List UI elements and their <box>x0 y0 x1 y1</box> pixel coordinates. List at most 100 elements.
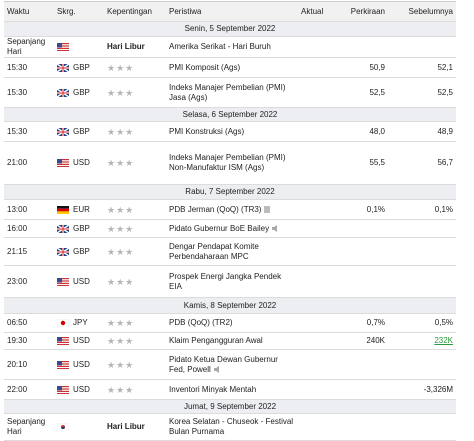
forecast-text: 50,9 <box>369 62 386 72</box>
actual <box>298 237 337 266</box>
importance: Hari Libur <box>104 36 167 58</box>
forecast: 0,7% <box>336 313 389 333</box>
importance-stars: ★★★ <box>104 332 167 350</box>
importance-stars: ★★★ <box>104 199 167 220</box>
time-text: 20:10 <box>7 359 28 369</box>
time: 06:50 <box>4 313 54 333</box>
actual <box>298 313 337 333</box>
previous <box>388 265 457 298</box>
forecast <box>336 349 389 380</box>
date: Selasa, 6 September 2022 <box>4 107 457 122</box>
event: Indeks Manajer Pembelian (PMI) Jasa (Ags… <box>166 77 299 108</box>
currency: USD <box>70 332 105 350</box>
event: Klaim Pengangguran Awal <box>166 332 299 350</box>
event-row: 21:00 USD ★★★ Indeks Manajer Pembelian (PMI… <box>4 141 457 185</box>
currency-text: USD <box>73 384 90 394</box>
importance-stars: ★★★ <box>104 349 167 380</box>
event-row: 15:30 GBP ★★★ Indeks Manajer Pembelian (PMI… <box>4 77 457 108</box>
previous: 48,9 <box>388 121 457 142</box>
currency: EUR <box>70 199 105 220</box>
importance-stars: ★★★ <box>104 141 167 185</box>
actual <box>298 379 337 400</box>
currency-text: GBP <box>73 223 90 233</box>
currency <box>70 413 105 441</box>
flag <box>54 265 70 298</box>
actual <box>298 141 337 185</box>
currency: JPY <box>70 313 105 333</box>
event: Inventori Minyak Mentah <box>166 379 299 400</box>
date: Kamis, 8 September 2022 <box>4 297 457 314</box>
time: 21:15 <box>4 237 54 266</box>
column-header: Perkiraan <box>336 1 389 22</box>
column-header: Aktual <box>298 1 337 22</box>
time: 15:30 <box>4 121 54 142</box>
date: Rabu, 7 September 2022 <box>4 184 457 200</box>
event: PDB (QoQ) (TR2) <box>166 313 299 333</box>
time: 13:00 <box>4 199 54 220</box>
forecast <box>336 413 389 441</box>
forecast <box>336 36 389 58</box>
forecast: 0,1% <box>336 199 389 220</box>
event: PMI Komposit (Ags) <box>166 57 299 78</box>
table-body: Senin, 5 September 2022 Sepanjang Hari Har… <box>4 21 457 441</box>
previous: 0,1% <box>388 199 457 220</box>
time-text: 15:30 <box>7 126 28 136</box>
date: Senin, 5 September 2022 <box>4 21 457 37</box>
currency-text: USD <box>73 359 90 369</box>
forecast-text: 0,1% <box>366 204 386 214</box>
event-row: 21:15 GBP ★★★ Dengar Pendapat Komite Perben… <box>4 237 457 266</box>
event-row: 13:00 EUR ★★★ PDB Jerman (QoQ) (TR3) 0,1% 0,1… <box>4 199 457 220</box>
previous-text: 232K <box>434 336 454 345</box>
time-text: 16:00 <box>7 223 28 233</box>
event-text: Korea Selatan - Chuseok - Festival Bulan… <box>169 417 294 436</box>
event: Pidato Gubernur BoE Bailey <box>166 219 299 238</box>
currency: GBP <box>70 57 105 78</box>
previous-text: 0,1% <box>434 204 454 214</box>
forecast-text: 52,5 <box>369 87 386 97</box>
event-row: 15:30 GBP ★★★ PMI Konstruksi (Ags) 48,0 48,9 <box>4 121 457 142</box>
time-text: Sepanjang Hari <box>7 417 46 436</box>
column-header: Sebelumnya <box>388 1 457 22</box>
forecast <box>336 219 389 238</box>
time-text: 23:00 <box>7 276 28 286</box>
flag <box>54 199 70 220</box>
forecast-text: 48,0 <box>369 126 386 136</box>
forecast: 52,5 <box>336 77 389 108</box>
event-row: Sepanjang Hari Hari Libur Amerika Serikat … <box>4 36 457 58</box>
event: Amerika Serikat - Hari Buruh <box>166 36 299 58</box>
currency: USD <box>70 265 105 298</box>
time-text: Sepanjang Hari <box>7 37 46 56</box>
importance-text: Hari Libur <box>107 42 145 51</box>
forecast <box>336 237 389 266</box>
event: PMI Konstruksi (Ags) <box>166 121 299 142</box>
currency-text: USD <box>73 276 90 286</box>
actual <box>298 349 337 380</box>
time: Sepanjang Hari <box>4 413 54 441</box>
flag <box>54 413 70 441</box>
event-row: 16:00 GBP ★★★ Pidato Gubernur BoE Bailey <box>4 219 457 238</box>
currency: GBP <box>70 121 105 142</box>
importance-text: Hari Libur <box>107 422 145 431</box>
event: Korea Selatan - Chuseok - Festival Bulan… <box>166 413 299 441</box>
previous <box>388 237 457 266</box>
flag <box>54 237 70 266</box>
event-text: PMI Komposit (Ags) <box>169 62 241 72</box>
date: Jumat, 9 September 2022 <box>4 399 457 414</box>
date-row: Kamis, 8 September 2022 <box>4 297 457 314</box>
time: 15:30 <box>4 57 54 78</box>
date-row: Senin, 5 September 2022 <box>4 21 457 37</box>
previous-text: 56,7 <box>437 158 454 167</box>
event-row: 06:50 JPY ★★★ PDB (QoQ) (TR2) 0,7% 0,5% <box>4 313 457 333</box>
actual <box>298 219 337 238</box>
currency-text: EUR <box>73 204 90 214</box>
date-text: Kamis, 8 September 2022 <box>183 300 277 310</box>
currency: GBP <box>70 77 105 108</box>
event-text: Pidato Gubernur BoE Bailey <box>169 223 270 233</box>
time: Sepanjang Hari <box>4 36 54 58</box>
event: PDB Jerman (QoQ) (TR3) <box>166 199 299 220</box>
currency-text: GBP <box>73 87 90 97</box>
event-row: 23:00 USD ★★★ Prospek Energi Jangka Pendek … <box>4 265 457 298</box>
event-row: 22:00 USD ★★★ Inventori Minyak Mentah -3,326… <box>4 379 457 400</box>
forecast: 55,5 <box>336 141 389 185</box>
importance-stars: ★★★ <box>104 57 167 78</box>
